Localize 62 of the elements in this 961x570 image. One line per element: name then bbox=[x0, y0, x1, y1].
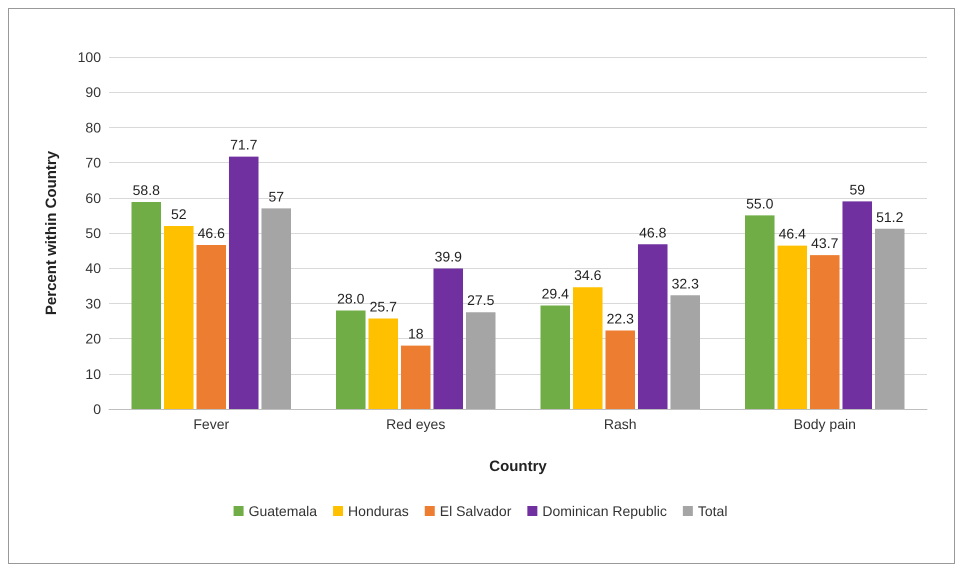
x-tick-label: Red eyes bbox=[386, 416, 446, 432]
data-label: 52 bbox=[170, 206, 187, 222]
data-label: 46.4 bbox=[778, 226, 806, 242]
legend-label: Dominican Republic bbox=[542, 503, 667, 519]
y-tick-label: 40 bbox=[85, 260, 102, 276]
bar bbox=[433, 268, 464, 409]
y-tick-label: 90 bbox=[85, 84, 102, 100]
bar bbox=[131, 202, 162, 409]
bar bbox=[810, 255, 840, 409]
data-label: 57 bbox=[268, 188, 284, 204]
bar bbox=[336, 310, 366, 409]
y-tick-label: 10 bbox=[85, 366, 102, 382]
legend-label: El Salvador bbox=[440, 503, 512, 519]
x-axis-title: Country bbox=[489, 458, 548, 475]
bar bbox=[540, 306, 570, 409]
data-label: 18 bbox=[408, 326, 424, 342]
bar bbox=[164, 226, 194, 409]
y-tick-label: 70 bbox=[85, 154, 102, 171]
y-tick-label: 100 bbox=[78, 49, 102, 65]
data-label: 55.0 bbox=[746, 195, 774, 212]
bar bbox=[572, 287, 603, 409]
x-tick-label: Rash bbox=[604, 416, 637, 432]
data-label: 58.8 bbox=[132, 182, 160, 198]
data-label: 29.4 bbox=[542, 286, 570, 302]
y-axis-title: Percent within Country bbox=[43, 150, 60, 316]
legend-label: Honduras bbox=[348, 503, 409, 519]
data-label: 32.3 bbox=[672, 275, 700, 292]
data-label: 27.5 bbox=[467, 292, 495, 308]
y-tick-label: 0 bbox=[93, 401, 102, 417]
bar bbox=[368, 318, 398, 409]
y-tick-label: 60 bbox=[85, 190, 102, 206]
data-label: 28.0 bbox=[337, 290, 365, 306]
bar bbox=[261, 208, 292, 409]
y-tick-label: 50 bbox=[85, 225, 102, 241]
bar bbox=[744, 215, 775, 409]
y-tick-label: 20 bbox=[85, 330, 102, 347]
bar bbox=[777, 246, 808, 409]
bar bbox=[605, 330, 636, 409]
legend-label: Total bbox=[698, 503, 728, 519]
y-tick-label: 80 bbox=[85, 119, 102, 136]
data-label: 46.8 bbox=[639, 224, 667, 240]
data-label: 25.7 bbox=[370, 298, 398, 315]
data-label: 39.9 bbox=[434, 248, 462, 265]
bar bbox=[670, 295, 700, 409]
data-label: 71.7 bbox=[230, 136, 258, 153]
data-label: 51.2 bbox=[876, 208, 904, 225]
bar bbox=[400, 346, 431, 409]
y-tick-label: 30 bbox=[85, 295, 102, 312]
x-tick-label: Body pain bbox=[794, 416, 856, 432]
data-label: 46.6 bbox=[198, 224, 226, 241]
bar bbox=[874, 228, 905, 409]
x-tick-label: Fever bbox=[193, 416, 230, 432]
bar bbox=[466, 312, 496, 409]
bar bbox=[842, 201, 872, 409]
bar bbox=[638, 244, 668, 409]
data-label: 59 bbox=[849, 181, 866, 198]
legend-label: Guatemala bbox=[248, 503, 318, 519]
data-label: 34.6 bbox=[574, 267, 602, 284]
data-label: 43.7 bbox=[811, 235, 839, 252]
bar bbox=[196, 244, 226, 409]
data-label: 22.3 bbox=[606, 310, 634, 327]
bar bbox=[228, 156, 259, 409]
